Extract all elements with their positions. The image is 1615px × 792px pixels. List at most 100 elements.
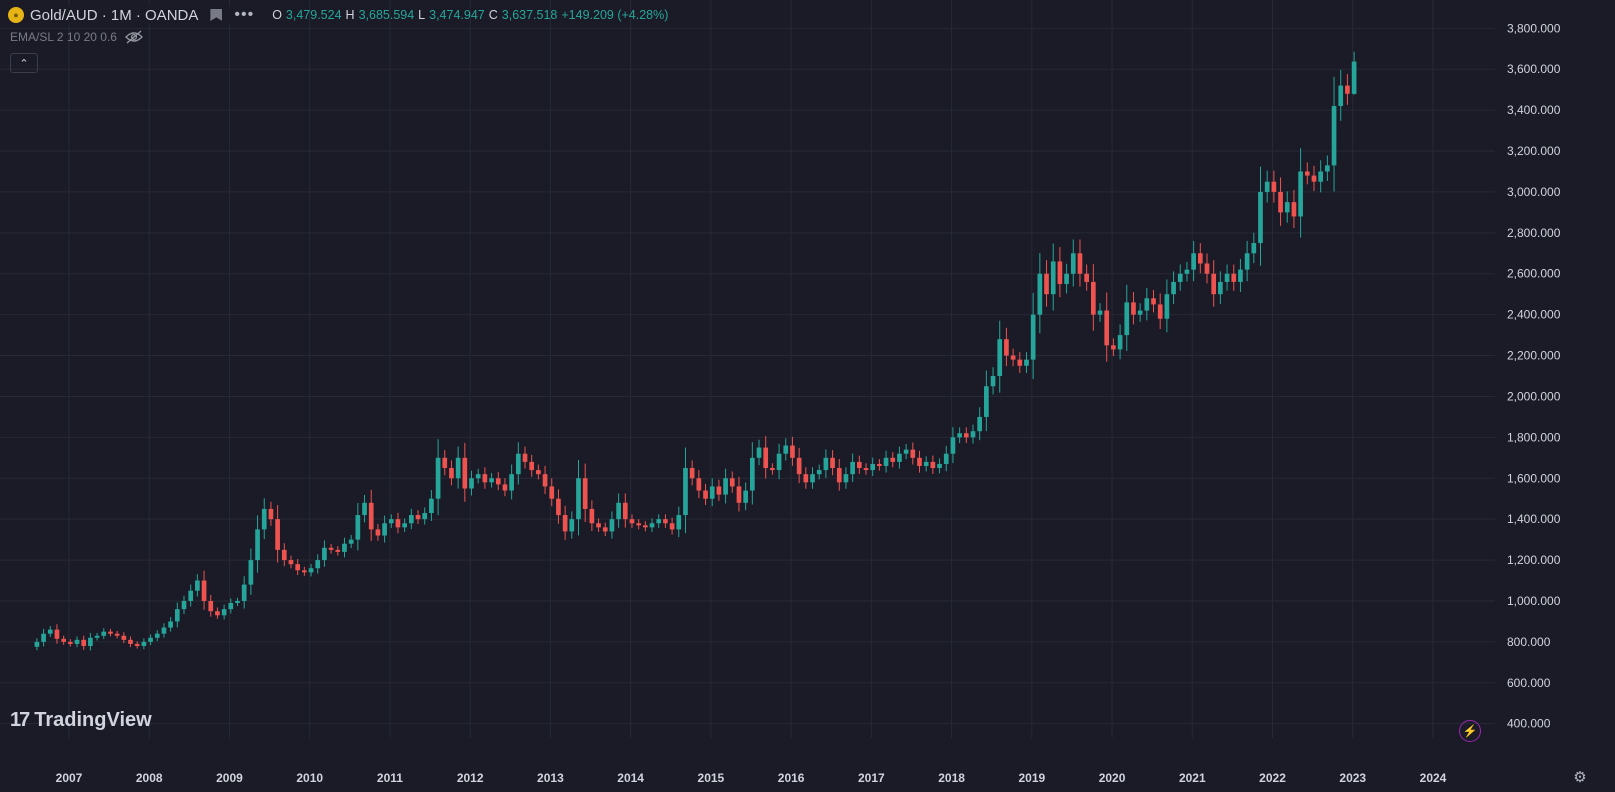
gold-coin-icon: ● xyxy=(8,7,24,23)
candle-body xyxy=(783,445,789,454)
candle-body xyxy=(382,523,387,536)
candle-body xyxy=(950,437,956,454)
y-tick-label: 600.000 xyxy=(1507,676,1551,690)
y-tick-label: 2,000.000 xyxy=(1507,389,1561,403)
candle-body xyxy=(1044,273,1049,295)
candle-body xyxy=(863,468,869,471)
candle-body xyxy=(208,600,214,612)
candle-body xyxy=(776,453,782,471)
x-tick-label: 2019 xyxy=(1018,771,1045,785)
candle-body xyxy=(415,515,421,520)
candle-body xyxy=(1271,181,1277,192)
y-tick-label: 1,000.000 xyxy=(1507,594,1561,608)
candle-body xyxy=(663,519,668,524)
flag-icon[interactable] xyxy=(210,9,223,21)
symbol-title[interactable]: Gold/AUD · 1M · OANDA xyxy=(30,6,199,24)
gear-icon[interactable]: ⚙ xyxy=(1573,769,1587,786)
candle-body xyxy=(562,515,568,532)
candle-body xyxy=(542,474,548,487)
candle-body xyxy=(342,543,347,552)
candle-body xyxy=(589,508,595,524)
candle-body xyxy=(94,635,100,638)
candle-body xyxy=(502,484,508,491)
candle-body xyxy=(696,478,702,491)
candle-body xyxy=(923,461,929,466)
candle-body xyxy=(168,621,173,628)
candle-body xyxy=(877,463,882,466)
candle-body xyxy=(475,474,481,479)
lightning-icon[interactable]: ⚡ xyxy=(1459,720,1481,742)
eye-off-icon[interactable] xyxy=(125,30,143,44)
candle-body xyxy=(1030,314,1036,360)
candle-body xyxy=(1097,310,1103,315)
tradingview-logo[interactable]: 17 TradingView xyxy=(10,709,152,732)
candle-body xyxy=(1251,243,1257,254)
candle-body xyxy=(335,549,341,552)
y-tick-label: 3,000.000 xyxy=(1507,185,1561,199)
candle-body xyxy=(703,490,708,499)
symbol-info[interactable]: ● Gold/AUD · 1M · OANDA ••• xyxy=(8,6,255,24)
candle-body xyxy=(1325,165,1330,172)
candle-body xyxy=(215,611,220,616)
candle-body xyxy=(669,523,675,530)
y-tick-label: 3,400.000 xyxy=(1507,103,1561,117)
tv-logo-icon: 17 xyxy=(10,709,30,731)
candle-body xyxy=(1331,106,1337,166)
x-tick-label: 2008 xyxy=(136,771,163,785)
candle-body xyxy=(482,474,488,483)
x-tick-label: 2013 xyxy=(537,771,564,785)
candle-body xyxy=(1077,253,1083,274)
high-value: 3,685.594 xyxy=(358,8,415,22)
candle-body xyxy=(41,633,46,642)
candle-body xyxy=(128,639,133,644)
candle-body xyxy=(763,447,769,469)
candle-body xyxy=(1171,281,1176,295)
candle-body xyxy=(1291,202,1297,217)
candle-body xyxy=(569,519,575,532)
candle-body xyxy=(1084,273,1089,282)
y-tick-label: 800.000 xyxy=(1507,635,1551,649)
candle-body xyxy=(897,453,902,462)
x-tick-label: 2022 xyxy=(1259,771,1286,785)
candle-body xyxy=(963,433,969,438)
y-tick-label: 1,600.000 xyxy=(1507,471,1561,485)
indicator-legend[interactable]: EMA/SL 2 10 20 0.6 xyxy=(10,30,143,44)
x-tick-label: 2007 xyxy=(56,771,83,785)
candle-body xyxy=(302,570,307,573)
candle-body xyxy=(108,631,113,634)
collapse-legend-button[interactable]: ⌃ xyxy=(10,53,38,73)
close-value: 3,637.518 xyxy=(501,8,558,22)
candle-body xyxy=(803,474,809,483)
candle-body xyxy=(957,433,962,438)
candle-body xyxy=(1298,171,1303,217)
candle-body xyxy=(1124,302,1130,336)
candle-body xyxy=(729,478,735,487)
candle-body xyxy=(522,453,528,462)
candle-body xyxy=(1090,281,1096,315)
y-tick-label: 2,200.000 xyxy=(1507,349,1561,363)
more-icon[interactable]: ••• xyxy=(234,6,255,23)
candle-body xyxy=(689,468,695,479)
candle-body xyxy=(549,486,555,499)
candle-body xyxy=(1137,310,1143,315)
indicator-label[interactable]: EMA/SL 2 10 20 0.6 xyxy=(10,30,117,44)
candle-body xyxy=(836,468,842,483)
candle-body xyxy=(1211,273,1217,295)
candle-body xyxy=(509,474,514,491)
chevron-up-icon: ⌃ xyxy=(19,57,29,70)
candle-body xyxy=(1037,273,1043,315)
candle-body xyxy=(1157,304,1163,319)
candle-body xyxy=(462,457,468,489)
candle-body xyxy=(255,529,260,561)
candle-body xyxy=(643,525,648,528)
candle-body xyxy=(749,457,755,491)
candle-body xyxy=(495,478,501,485)
x-tick-label: 2009 xyxy=(216,771,243,785)
y-tick-label: 3,200.000 xyxy=(1507,144,1561,158)
candle-body xyxy=(201,580,207,601)
candle-body xyxy=(556,498,561,516)
x-tick-label: 2020 xyxy=(1099,771,1126,785)
candle-body xyxy=(235,600,240,604)
candle-body xyxy=(636,523,642,526)
